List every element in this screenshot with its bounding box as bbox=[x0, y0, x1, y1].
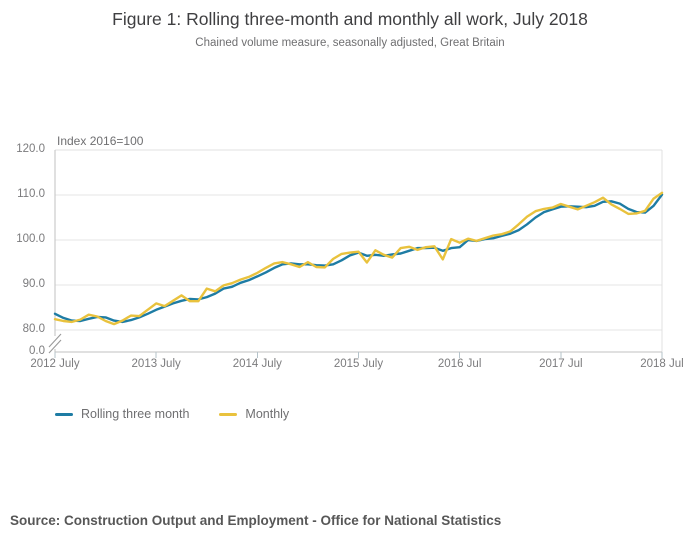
y-axis-title: Index 2016=100 bbox=[57, 134, 144, 148]
legend: Rolling three month Monthly bbox=[55, 407, 289, 421]
source-line: Source: Construction Output and Employme… bbox=[10, 513, 502, 528]
legend-item: Monthly bbox=[219, 407, 289, 421]
legend-item: Rolling three month bbox=[55, 407, 189, 421]
x-tick-label: 2018 Jul bbox=[640, 358, 684, 370]
axis-break-slash-1 bbox=[48, 333, 62, 348]
x-tick-label: 2015 July bbox=[333, 358, 384, 370]
legend-label: Rolling three month bbox=[81, 407, 190, 421]
legend-swatch bbox=[55, 412, 73, 416]
y-tick-label: 120.0 bbox=[16, 143, 45, 155]
x-tick-label: 2017 Jul bbox=[539, 358, 583, 370]
x-tick-label: 2014 July bbox=[232, 358, 282, 370]
y-tick-label: 100.0 bbox=[16, 233, 45, 245]
series-line-monthly bbox=[53, 191, 664, 326]
x-tick-label: 2012 July bbox=[30, 358, 80, 370]
y-tick-label: 90.0 bbox=[22, 278, 45, 290]
legend-swatch bbox=[219, 412, 238, 416]
y-tick-label: 0.0 bbox=[29, 345, 45, 357]
x-tick-label: 2016 Jul bbox=[437, 358, 482, 370]
axis-break-slash-2 bbox=[48, 339, 62, 354]
chart-subtitle: Chained volume measure, seasonally adjus… bbox=[195, 37, 505, 49]
y-tick-label: 80.0 bbox=[22, 323, 45, 335]
series-line-rolling-three-month bbox=[53, 193, 664, 324]
legend-label: Monthly bbox=[245, 407, 290, 421]
x-tick-label: 2013 July bbox=[131, 358, 181, 370]
chart-title: Figure 1: Rolling three-month and monthl… bbox=[112, 9, 588, 29]
y-tick-label: 110.0 bbox=[17, 188, 45, 200]
